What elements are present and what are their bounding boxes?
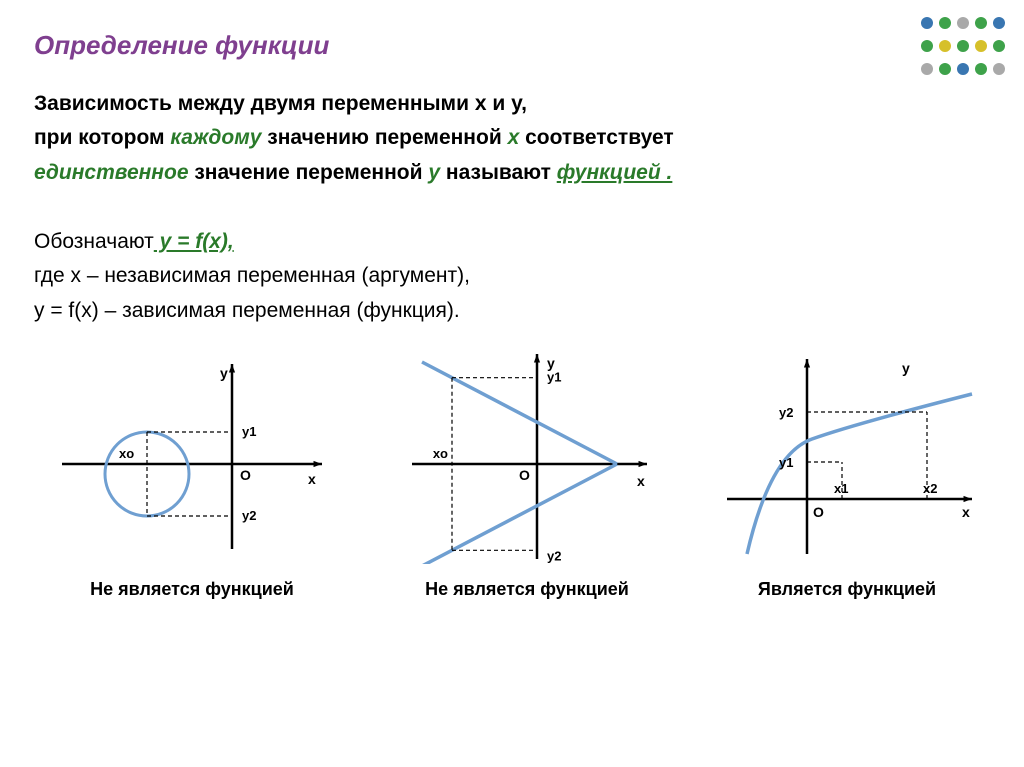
t2a: при котором bbox=[34, 126, 170, 149]
svg-text:у: у bbox=[902, 360, 910, 376]
t2e: соответствует bbox=[519, 126, 673, 149]
charts-row: у х Оxo y1 y2 Не является функцией у х Оxo y1 y2… bbox=[34, 344, 990, 600]
t2d: х bbox=[508, 126, 520, 149]
svg-text:О: О bbox=[519, 467, 530, 483]
t3b: значение переменной bbox=[194, 161, 428, 184]
chart-2-caption: Не является функцией bbox=[392, 579, 662, 600]
definition-line1: Зависимость между двумя переменными х и … bbox=[34, 89, 990, 119]
svg-text:xo: xo bbox=[119, 446, 134, 461]
svg-text:О: О bbox=[813, 504, 824, 520]
definition-line2: при котором каждому значению переменной … bbox=[34, 123, 990, 153]
page-title: Определение функции bbox=[34, 30, 990, 61]
definition-line3: единственное значение переменной у назыв… bbox=[34, 158, 990, 188]
t3e: функцией . bbox=[557, 161, 673, 184]
notation-line2: где х – независимая переменная (аргумент… bbox=[34, 261, 990, 291]
svg-text:x2: x2 bbox=[923, 481, 937, 496]
chart-3-caption: Является функцией bbox=[712, 579, 982, 600]
chart-3: у х Оx1 x2 y1 y2 Является функцией bbox=[712, 344, 982, 600]
notation-line3: у = f(x) – зависимая переменная (функция… bbox=[34, 296, 990, 326]
chart-1-caption: Не является функцией bbox=[42, 579, 342, 600]
chart-2-svg: у х Оxo y1 y2 bbox=[392, 344, 662, 564]
svg-text:y1: y1 bbox=[242, 424, 256, 439]
chart-3-svg: у х Оx1 x2 y1 y2 bbox=[712, 344, 982, 564]
notation-line1: Обозначают у = f(x), bbox=[34, 227, 990, 257]
svg-text:х: х bbox=[308, 471, 316, 487]
svg-text:y2: y2 bbox=[242, 508, 256, 523]
chart-2: у х Оxo y1 y2 Не является функцией bbox=[392, 344, 662, 600]
t4b: у = f(x), bbox=[154, 230, 234, 253]
svg-text:y1: y1 bbox=[547, 370, 561, 385]
blank-line bbox=[34, 192, 990, 222]
title-text: Определение функции bbox=[34, 30, 329, 60]
t4a: Обозначают bbox=[34, 230, 154, 253]
svg-text:x1: x1 bbox=[834, 481, 848, 496]
svg-text:у: у bbox=[220, 365, 228, 381]
svg-text:y1: y1 bbox=[779, 455, 793, 470]
t3a: единственное bbox=[34, 161, 194, 184]
svg-text:xo: xo bbox=[433, 446, 448, 461]
decorative-dots bbox=[918, 14, 1008, 83]
t2c: значению переменной bbox=[261, 126, 507, 149]
svg-text:у: у bbox=[547, 355, 555, 371]
t3c: у bbox=[428, 161, 440, 184]
chart-1: у х Оxo y1 y2 Не является функцией bbox=[42, 344, 342, 600]
chart-1-svg: у х Оxo y1 y2 bbox=[42, 344, 342, 564]
svg-text:х: х bbox=[637, 473, 645, 489]
svg-text:О: О bbox=[240, 467, 251, 483]
svg-text:y2: y2 bbox=[779, 405, 793, 420]
t3d: называют bbox=[440, 161, 557, 184]
t2b: каждому bbox=[170, 126, 261, 149]
svg-text:х: х bbox=[962, 504, 970, 520]
svg-text:y2: y2 bbox=[547, 548, 561, 563]
